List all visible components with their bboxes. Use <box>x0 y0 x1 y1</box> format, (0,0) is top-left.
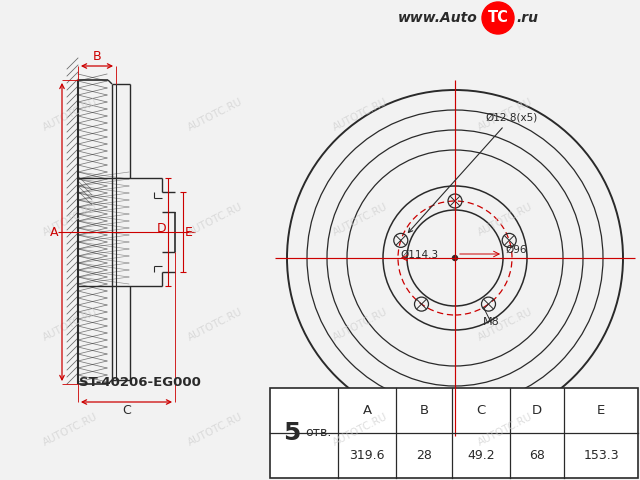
Circle shape <box>452 255 458 261</box>
Text: AUTOTC.RU: AUTOTC.RU <box>41 412 99 448</box>
Text: 49.2: 49.2 <box>467 449 495 462</box>
Text: AUTOTC.RU: AUTOTC.RU <box>331 97 389 133</box>
Text: AUTOTC.RU: AUTOTC.RU <box>476 97 534 133</box>
Text: AUTOTC.RU: AUTOTC.RU <box>331 412 389 448</box>
Text: Ø114.3: Ø114.3 <box>400 250 438 260</box>
Text: M8: M8 <box>483 317 499 327</box>
Text: AUTOTC.RU: AUTOTC.RU <box>331 307 389 343</box>
Text: AUTOTC.RU: AUTOTC.RU <box>186 202 244 238</box>
Text: AUTOTC.RU: AUTOTC.RU <box>186 307 244 343</box>
Text: D: D <box>156 223 166 236</box>
Text: 5: 5 <box>284 421 301 445</box>
Text: A: A <box>50 226 58 239</box>
Text: 153.3: 153.3 <box>583 449 619 462</box>
Text: отв.: отв. <box>305 427 331 440</box>
Text: .ru: .ru <box>516 11 538 25</box>
Text: B: B <box>419 404 429 417</box>
Bar <box>270 388 638 478</box>
Text: 319.6: 319.6 <box>349 449 385 462</box>
Text: AUTOTC.RU: AUTOTC.RU <box>476 412 534 448</box>
Text: C: C <box>122 405 131 418</box>
Text: AUTOTC.RU: AUTOTC.RU <box>476 202 534 238</box>
Text: AUTOTC.RU: AUTOTC.RU <box>41 307 99 343</box>
Text: D: D <box>532 404 542 417</box>
Text: Ø96: Ø96 <box>505 245 527 255</box>
Text: AUTOTC.RU: AUTOTC.RU <box>41 202 99 238</box>
Text: AUTOTC.RU: AUTOTC.RU <box>41 97 99 133</box>
Text: 68: 68 <box>529 449 545 462</box>
Circle shape <box>482 2 514 34</box>
Text: C: C <box>476 404 486 417</box>
Text: A: A <box>362 404 372 417</box>
Text: AUTOTC.RU: AUTOTC.RU <box>186 412 244 448</box>
Text: ST-40206-EG000: ST-40206-EG000 <box>79 376 201 389</box>
Text: AUTOTC.RU: AUTOTC.RU <box>476 307 534 343</box>
Text: 28: 28 <box>416 449 432 462</box>
Text: AUTOTC.RU: AUTOTC.RU <box>331 202 389 238</box>
Text: B: B <box>93 50 101 63</box>
Text: E: E <box>185 226 193 239</box>
Text: AUTOTC.RU: AUTOTC.RU <box>186 97 244 133</box>
Text: TC: TC <box>488 11 508 25</box>
Text: www.Auto: www.Auto <box>398 11 478 25</box>
Text: E: E <box>597 404 605 417</box>
Text: Ø12.8(x5): Ø12.8(x5) <box>408 113 537 232</box>
